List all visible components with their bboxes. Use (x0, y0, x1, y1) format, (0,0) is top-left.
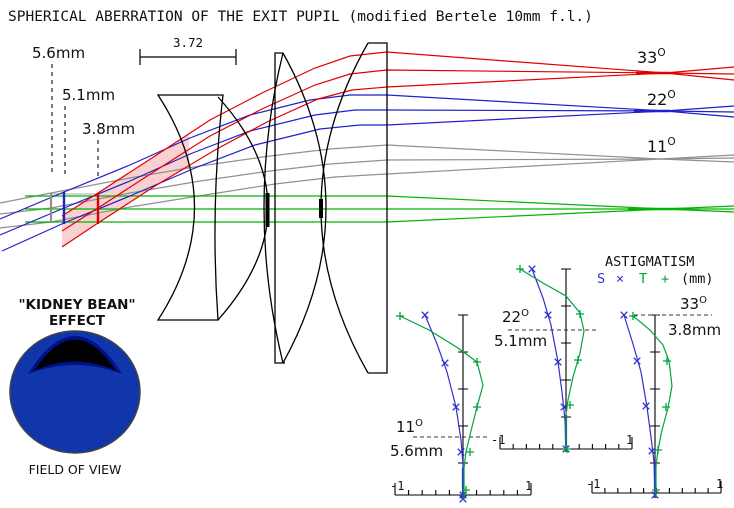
astigmatism-legend: S × T + (mm) (597, 271, 714, 287)
astig-s-curves (421, 265, 659, 503)
lens-surface-3 (263, 52, 284, 364)
scale-bar-label: 3.72 (173, 35, 203, 50)
field-of-view-caption: FIELD OF VIEW (29, 462, 122, 477)
kidney-bean-shadow (34, 339, 116, 371)
pupil-label-pointers (51, 64, 99, 176)
plot2-angle-label: 22O (502, 308, 529, 326)
plot1-xmax-label: 1 (525, 479, 532, 493)
plot3-xmin-label: -1 (586, 477, 600, 491)
lens-element-middle (274, 52, 285, 364)
s-markers (421, 265, 659, 503)
kidney-bean-title-line2: EFFECT (49, 313, 106, 329)
field-angle-22-label: 22O (647, 89, 676, 109)
field-angle-11-label: 11O (647, 136, 676, 156)
plot2-xmax-label: 1 (626, 433, 633, 447)
page-title: SPHERICAL ABERRATION OF THE EXIT PUPIL (… (8, 9, 593, 25)
pupil-label-5-6mm: 5.6mm (32, 44, 85, 62)
plot1-pupil-label: 5.6mm (390, 442, 443, 460)
field-angle-33-label: 33O (637, 47, 666, 67)
ray-bundle-33deg (61, 51, 734, 248)
plot3-xmax-label: 1 (716, 477, 723, 491)
t-markers (396, 265, 671, 494)
plot3-pupil-label: 3.8mm (668, 321, 721, 339)
lens-surface-5 (320, 42, 369, 374)
lens-elements (156, 42, 388, 374)
ray-bundle-22deg (0, 94, 734, 252)
lens-element-rear (368, 42, 388, 374)
scale-bar (139, 49, 237, 65)
plot1-angle-label: 11O (396, 418, 423, 436)
pupil-label-5-1mm: 5.1mm (62, 86, 115, 104)
plot2-xmin-label: -1 (491, 433, 505, 447)
pupil-label-3-8mm: 3.8mm (82, 120, 135, 138)
plot3-angle-label: 33O (680, 295, 707, 313)
ray-bundle-0deg (25, 195, 734, 223)
astigmatism-title: ASTIGMATISM (605, 254, 694, 270)
astig-plot2-vaxis (561, 268, 571, 452)
lens-surface-4 (282, 52, 327, 364)
kidney-bean-title-line1: "KIDNEY BEAN" (18, 297, 135, 313)
astig-t-curves (396, 265, 673, 500)
kidney-bean-figure (9, 330, 141, 454)
plot1-xmin-label: -1 (390, 479, 404, 493)
plot2-pupil-label: 5.1mm (494, 332, 547, 350)
